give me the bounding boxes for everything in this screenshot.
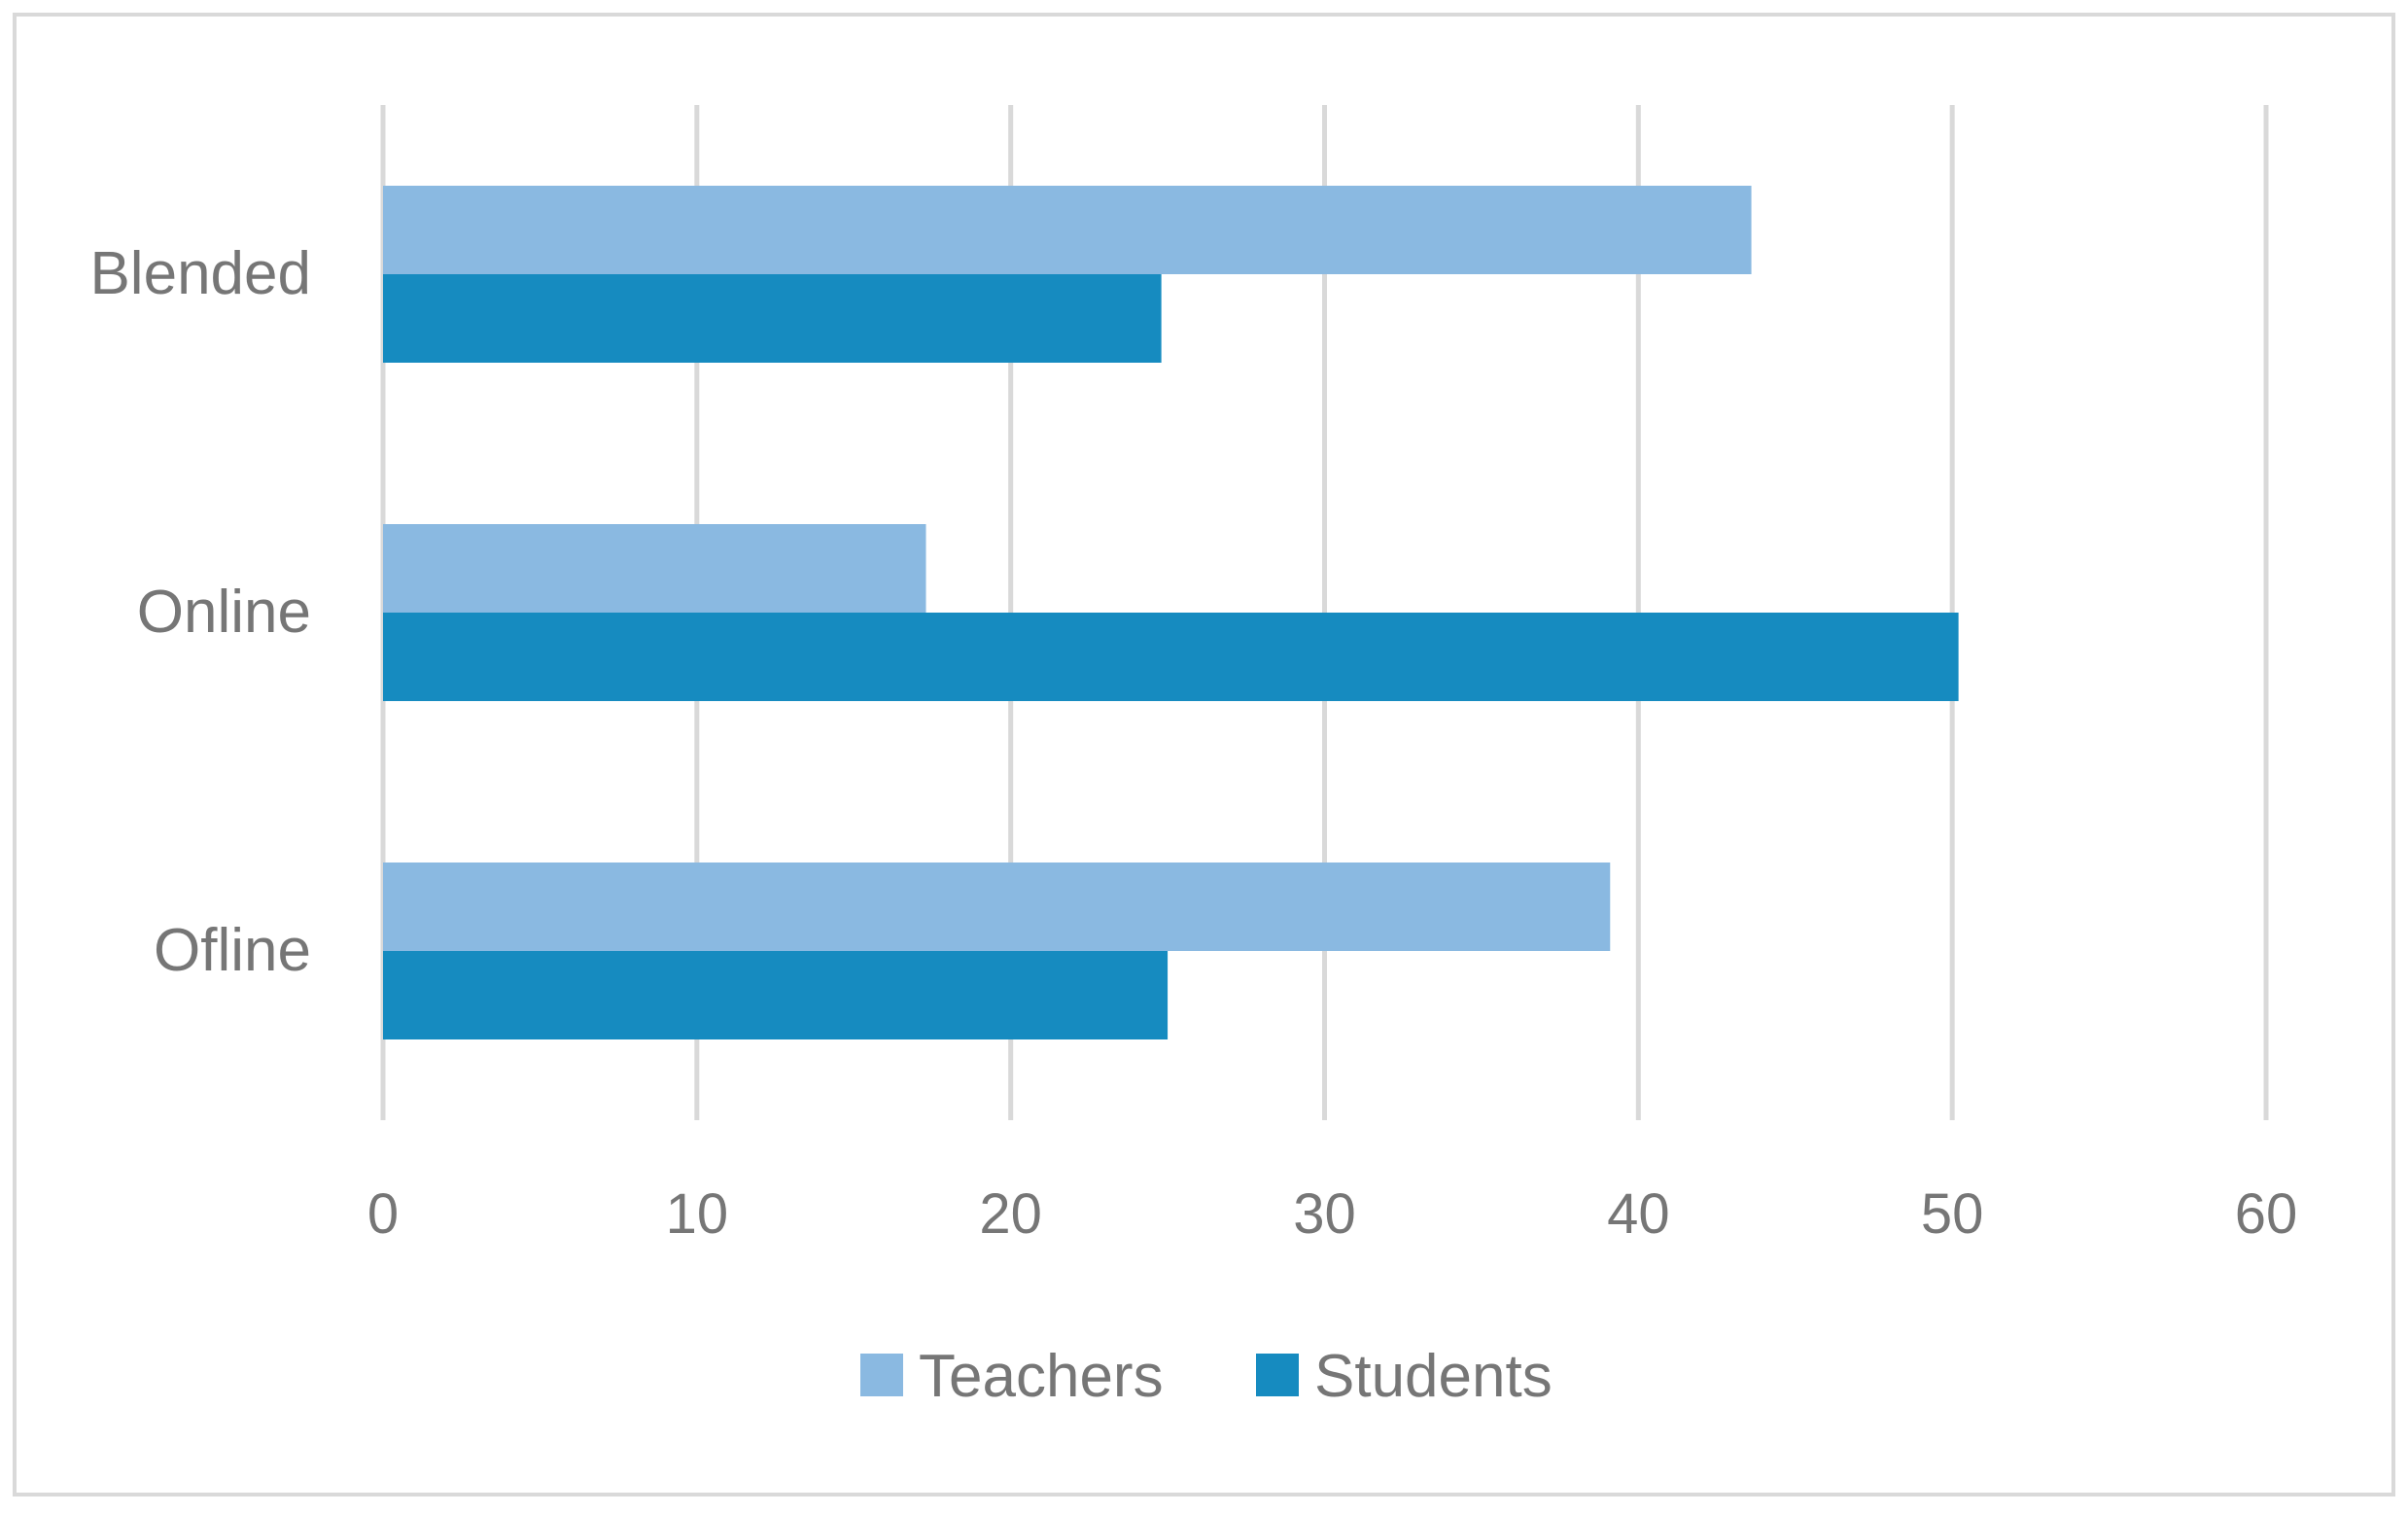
x-tick-label: 20 xyxy=(979,1182,1042,1246)
bars xyxy=(383,186,1959,1039)
x-tick-label: 40 xyxy=(1607,1182,1670,1246)
bar-teachers-ofline xyxy=(383,863,1611,951)
x-tick-label: 60 xyxy=(2235,1182,2298,1246)
legend-label-students: Students xyxy=(1314,1343,1553,1410)
bar-students-ofline xyxy=(383,951,1169,1039)
x-tick-label: 50 xyxy=(1921,1182,1984,1246)
bar-teachers-online xyxy=(383,524,926,613)
legend-swatch-students xyxy=(1256,1354,1299,1396)
bar-students-blended xyxy=(383,274,1162,363)
legend: Teachers Students xyxy=(860,1343,1553,1410)
category-label: Ofline xyxy=(154,917,311,984)
x-tick-label: 10 xyxy=(666,1182,729,1246)
legend-swatch-teachers xyxy=(860,1354,903,1396)
legend-label-teachers: Teachers xyxy=(919,1343,1164,1410)
x-tick-label: 30 xyxy=(1293,1182,1356,1246)
category-label: Blended xyxy=(89,240,311,307)
x-tick-label: 0 xyxy=(367,1182,399,1246)
x-axis-tick-labels: 0 10 20 30 40 50 60 xyxy=(367,1182,2297,1246)
bar-teachers-blended xyxy=(383,186,1752,274)
category-label: Online xyxy=(137,579,311,646)
category-labels: Blended Online Ofline xyxy=(89,240,311,984)
bar-students-online xyxy=(383,613,1959,701)
